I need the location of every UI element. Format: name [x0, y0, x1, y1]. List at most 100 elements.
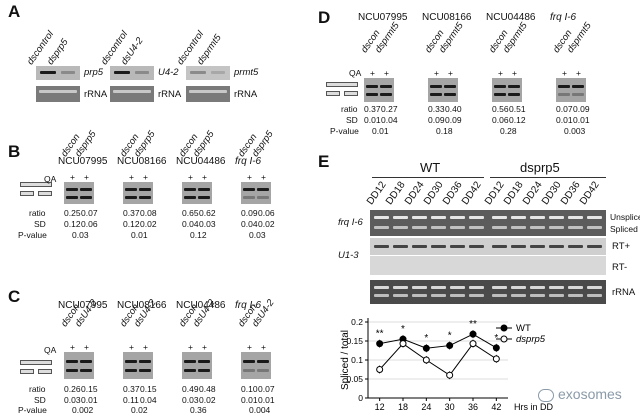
sd-value: 0.09 [445, 115, 462, 125]
gel-band [366, 93, 378, 96]
gene-gel [492, 78, 522, 102]
splicing-schematic-icon [20, 182, 54, 202]
qa-sign: + [143, 342, 148, 352]
gel-band [198, 360, 210, 363]
ratio-value: 0.27 [381, 104, 398, 114]
gel-band [80, 369, 92, 372]
panel-c-ratio-label: ratio [29, 384, 46, 394]
gene-name: NCU08166 [422, 12, 472, 23]
sd-value: 0.12 [64, 219, 81, 229]
legend-marker [500, 324, 508, 332]
gene-name: NCU07995 [58, 156, 108, 167]
gel-band [125, 188, 137, 191]
ratio-value: 0.09 [241, 208, 258, 218]
significance-marker: * [424, 333, 428, 344]
x-axis-label: Hrs in DD [514, 402, 554, 412]
sd-value: 0.03 [199, 219, 216, 229]
qa-sign: + [512, 68, 517, 78]
mutant-group-label: dsprp5 [520, 160, 560, 175]
gene-name: NCU04486 [486, 12, 536, 23]
data-point [469, 330, 477, 338]
p-value: 0.003 [564, 126, 586, 136]
sd-value: 0.01 [364, 115, 381, 125]
qa-sign: + [202, 342, 207, 352]
panel-a-gene-label: U4-2 [158, 67, 179, 78]
qa-sign: + [448, 68, 453, 78]
gel-band [61, 71, 75, 74]
panel-d-p-label: P-value [330, 126, 359, 136]
gel-band [558, 85, 570, 88]
panel-a-gel [186, 66, 230, 80]
gel-band [198, 196, 210, 199]
gene-gel [123, 182, 153, 204]
panel-a-ref-label: rRNA [158, 89, 182, 100]
gel-band [444, 93, 456, 96]
gel-band [530, 226, 545, 229]
p-value: 0.03 [72, 230, 89, 240]
data-point [399, 335, 407, 343]
qa-sign: + [384, 68, 389, 78]
gel-band [530, 245, 545, 248]
wt-group-label: WT [420, 160, 441, 175]
panel-d-ratio-label: ratio [341, 104, 358, 114]
sd-value: 0.01 [81, 395, 98, 405]
significance-marker: * [494, 333, 498, 344]
gel-band [184, 196, 196, 199]
data-point [492, 344, 500, 352]
gel-band [257, 369, 269, 372]
gel-band [469, 286, 484, 289]
gel-band [211, 71, 225, 74]
gel-band [587, 216, 602, 219]
gel-band [243, 188, 255, 191]
data-point [399, 340, 407, 348]
dd-lane-label: DD12 [482, 179, 507, 207]
x-tick-label: 42 [491, 402, 501, 412]
gel-band [549, 294, 564, 297]
gel-band [243, 360, 255, 363]
qa-sign: + [434, 68, 439, 78]
ratio-value: 0.37 [123, 384, 140, 394]
qa-sign: + [261, 342, 266, 352]
gel-band [511, 216, 526, 219]
u13-row-label: U1-3 [338, 250, 359, 261]
p-value: 0.02 [131, 405, 148, 415]
gel-band [125, 360, 137, 363]
y-tick-label: 0.05 [346, 374, 363, 384]
gel-band [511, 286, 526, 289]
qa-sign: + [70, 172, 75, 182]
sd-value: 0.11 [123, 395, 139, 405]
gel-band [568, 226, 583, 229]
panel-b-ratio-label: ratio [29, 208, 46, 218]
gel-band [450, 226, 465, 229]
gel-band [393, 286, 408, 289]
y-tick-label: 0.15 [346, 336, 363, 346]
qa-sign: + [562, 68, 567, 78]
ratio-value: 0.33 [428, 104, 445, 114]
splicing-schematic-icon [326, 82, 360, 102]
ratio-value: 0.07 [556, 104, 573, 114]
gel-band [494, 85, 506, 88]
sd-value: 0.04 [241, 219, 258, 229]
series-line [379, 342, 497, 376]
gel-band [135, 71, 149, 74]
gel-band [66, 369, 78, 372]
gel-band [511, 226, 526, 229]
qa-sign: + [84, 172, 89, 182]
ratio-value: 0.07 [81, 208, 98, 218]
ratio-value: 0.08 [140, 208, 157, 218]
gel-band [508, 93, 520, 96]
series-line [379, 333, 497, 349]
gel-band [66, 360, 78, 363]
sd-value: 0.02 [199, 395, 216, 405]
data-point [422, 356, 430, 364]
sd-value: 0.06 [81, 219, 98, 229]
gel-band [492, 294, 507, 297]
gene-name: frq I-6 [235, 300, 262, 311]
gel-band [66, 196, 78, 199]
gene-name: NCU07995 [58, 300, 108, 311]
gene-name: frq I-6 [235, 156, 262, 167]
ratio-value: 0.40 [445, 104, 462, 114]
gel-band [412, 286, 427, 289]
gel-band [184, 369, 196, 372]
gel-band [587, 286, 602, 289]
